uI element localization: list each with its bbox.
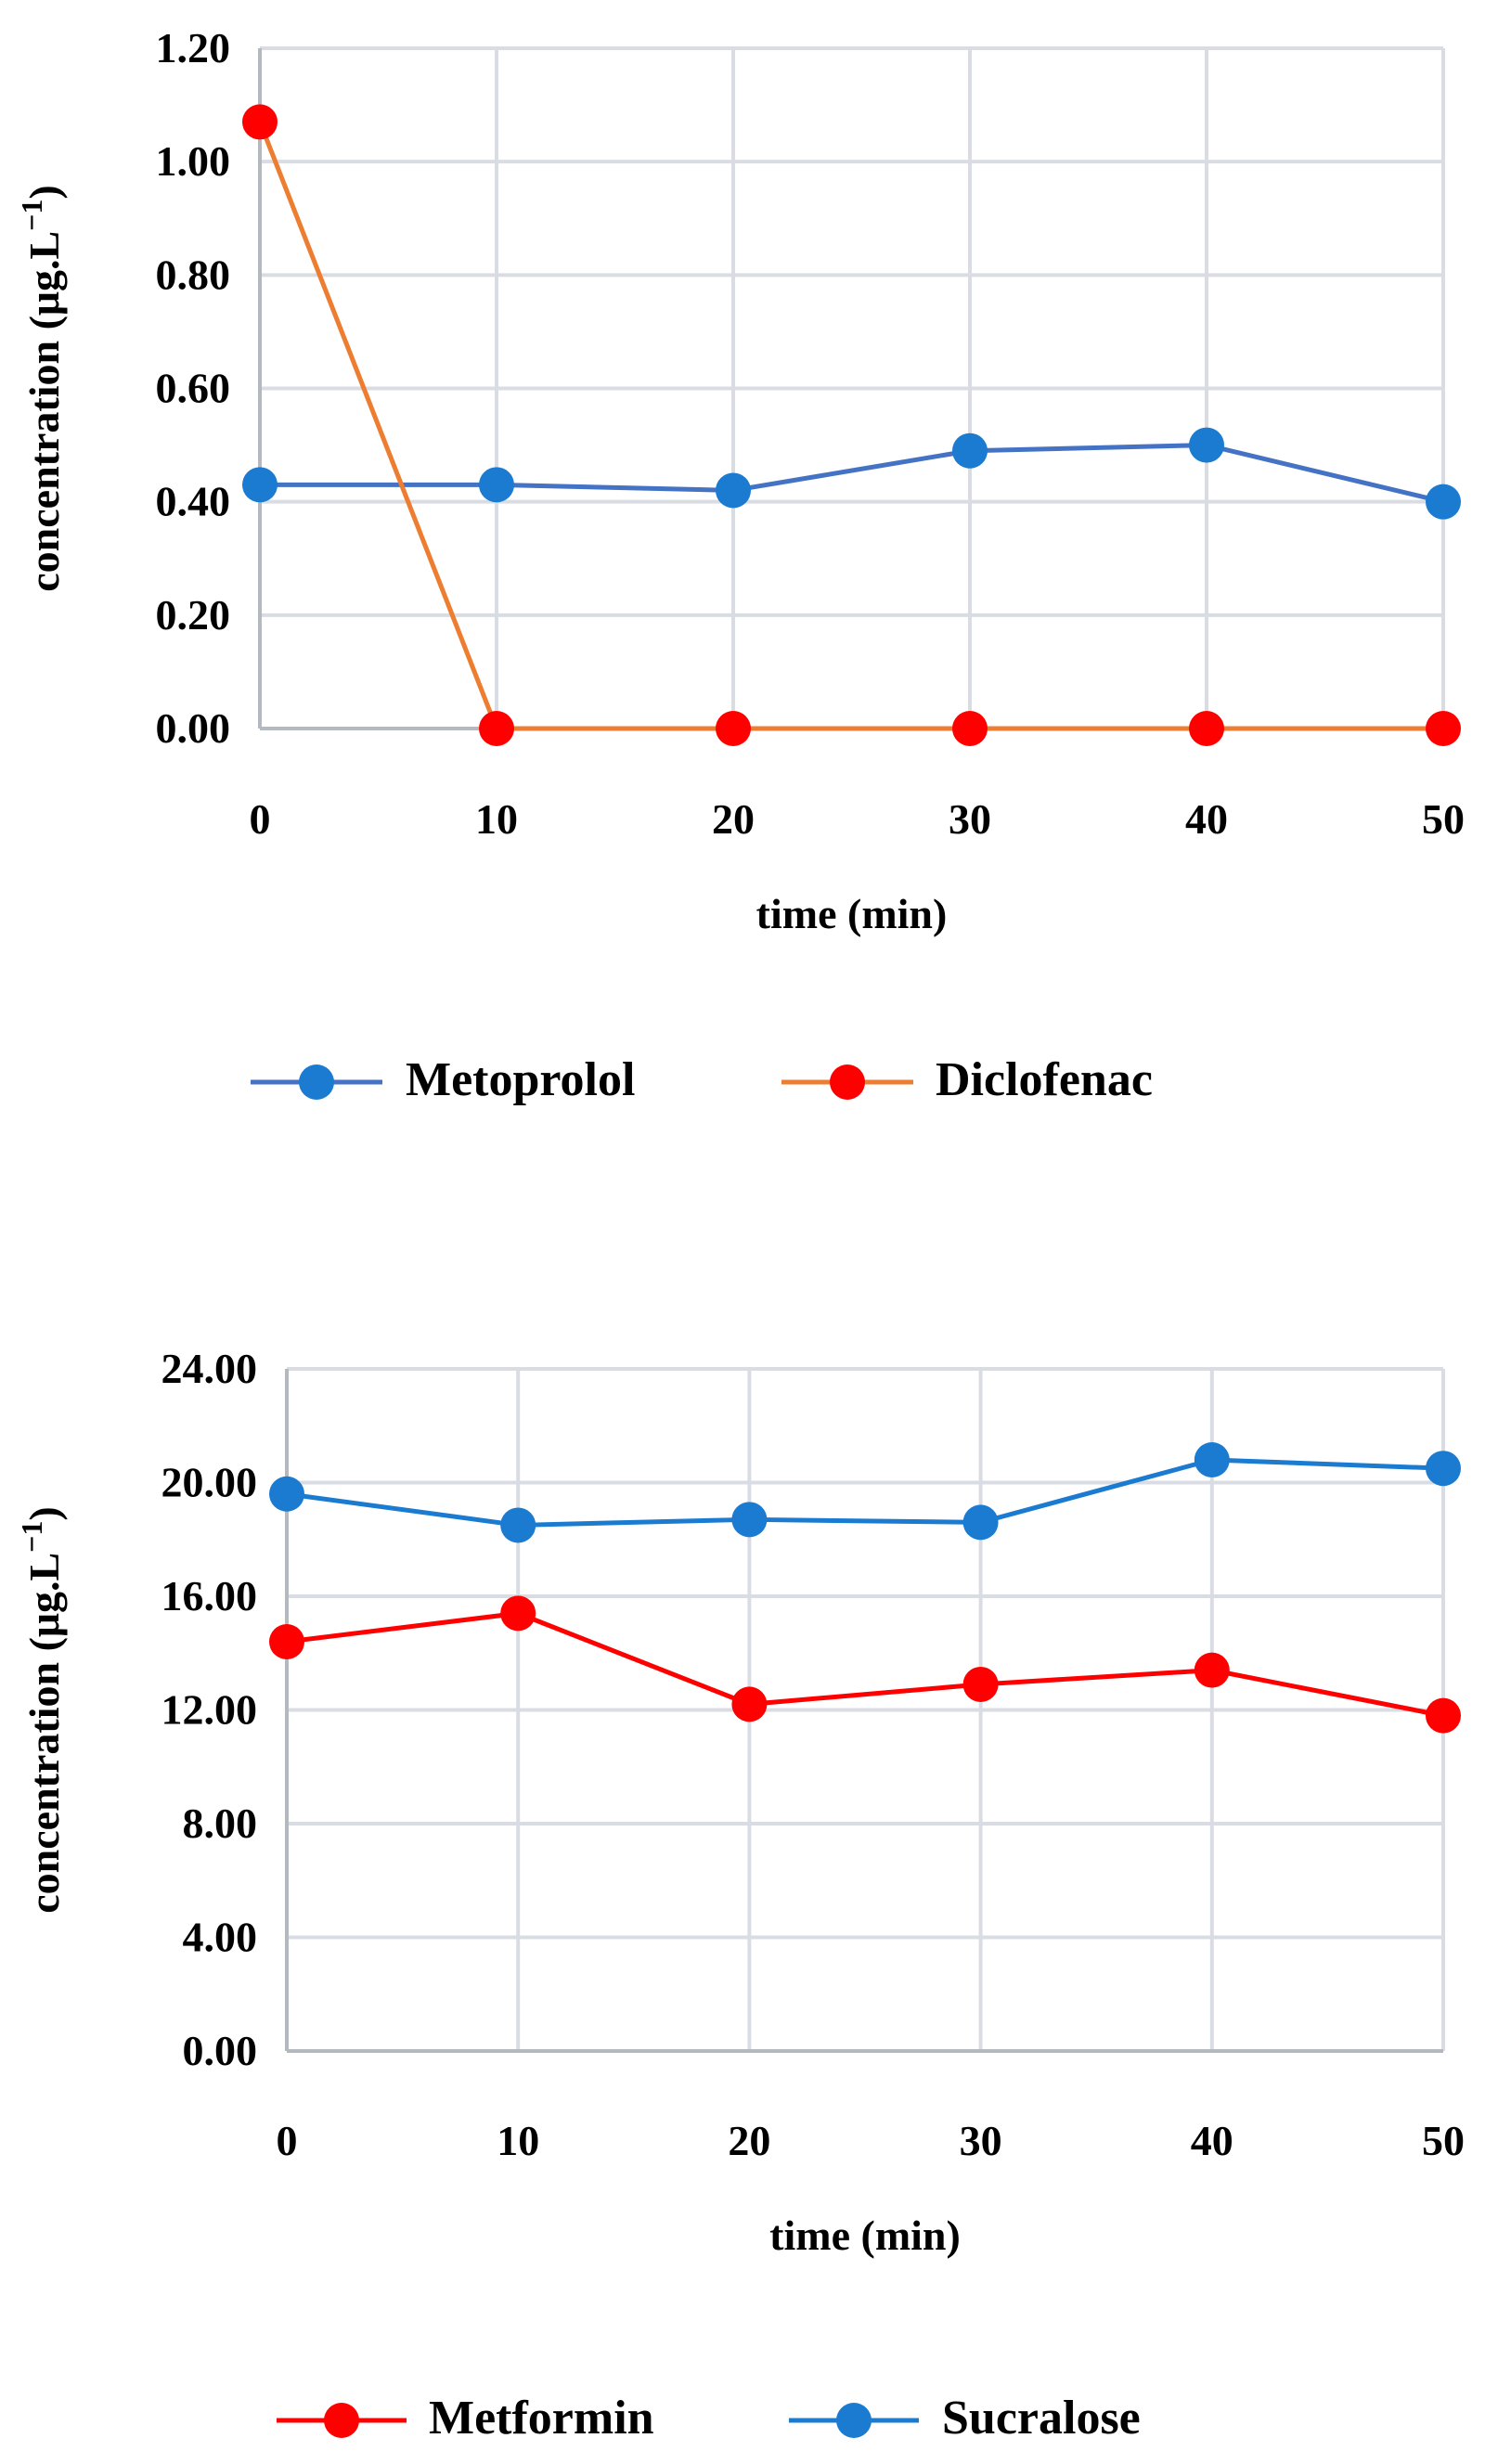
y-tick-label: 0.40 [156,478,231,525]
data-point [962,1504,999,1541]
y-tick-label: 1.20 [156,24,231,71]
y-axis-title: concentration (μg.L−1) [15,1506,68,1913]
data-point [1194,1442,1230,1477]
legend-marker [324,2403,359,2438]
legend-item: Diclofenac [781,1053,1153,1106]
y-tick-label: 0.00 [156,704,231,752]
y-tick-label: 0.60 [156,365,231,412]
x-tick-label: 40 [1191,2117,1233,2164]
x-tick-label: 50 [1422,795,1465,843]
legend: Metformin Sucralose [277,2392,1141,2445]
legend-marker [836,2403,872,2438]
legend-label: Metformin [429,2392,654,2445]
data-point [731,1686,768,1722]
x-tick-label: 0 [250,795,271,843]
x-axis-title: time (min) [756,890,948,937]
data-point [500,1507,536,1543]
series-metoprolol [242,427,1461,520]
data-point [952,432,988,469]
x-axis-title: time (min) [769,2212,961,2259]
chart-metoprolol-diclofenac: 0.00 0.20 0.40 0.60 0.80 1.00 1.20 0 10 20 30 40 50 t… [15,24,1465,1106]
y-tick-label: 0.80 [156,251,231,298]
legend-item: Metoprolol [251,1053,635,1106]
y-tick-label: 0.00 [183,2027,258,2074]
y-axis-title-main: concentration (μg.L [20,231,68,592]
series-sucralose [269,1442,1461,1543]
legend-label: Sucralose [942,2392,1141,2445]
x-tick-label: 10 [497,2117,539,2164]
y-axis-title: concentration (μg.L−1) [15,185,68,591]
y-axis-title-main: concentration (μg.L [20,1553,68,1914]
data-point [269,1624,304,1659]
y-tick-label: 16.00 [161,1572,258,1619]
data-point [1194,1652,1230,1688]
data-point [952,711,988,746]
chart-metformin-sucralose: 0.00 4.00 8.00 12.00 16.00 20.00 24.00 0 10 20 30 4… [15,1345,1465,2445]
series-line [286,1610,1444,1719]
legend-marker [299,1064,334,1100]
x-tick-label: 20 [728,2117,770,2164]
y-tick-label: 8.00 [183,1800,258,1847]
series-diclofenac [242,104,1461,746]
data-point [1189,711,1224,746]
legend-label: Diclofenac [936,1053,1153,1106]
x-tick-label: 20 [712,795,755,843]
data-point [1426,711,1461,746]
data-point [479,467,514,503]
gridlines [287,1367,1445,2051]
data-point [962,1666,999,1702]
y-axis-title-close: ) [20,185,68,199]
x-tick-label: 0 [277,2117,298,2164]
x-tick-label: 30 [960,2117,1002,2164]
gridlines [260,46,1445,729]
data-point [716,711,751,746]
legend: Metoprolol Diclofenac [251,1053,1153,1106]
data-point [500,1595,536,1632]
x-tick-label: 10 [475,795,518,843]
y-tick-label: 12.00 [161,1686,258,1734]
y-axis-title-close: ) [20,1506,68,1520]
series-line [260,443,1444,505]
x-tick-label: 40 [1185,795,1228,843]
series-metformin [269,1595,1461,1734]
data-point [269,1476,304,1512]
data-point [1426,1697,1461,1734]
y-axis-title-superscript: −1 [15,200,48,231]
y-axis-title-superscript: −1 [15,1521,48,1553]
legend-marker [830,1064,865,1100]
y-tick-label: 24.00 [161,1345,258,1392]
legend-label: Metoprolol [406,1053,635,1106]
legend-item: Sucralose [789,2392,1141,2445]
x-tick-label: 50 [1422,2117,1465,2164]
legend-item: Metformin [277,2392,654,2445]
data-point [242,467,278,503]
y-tick-label: 4.00 [183,1914,258,1961]
data-point [1426,1451,1461,1487]
data-point [1189,427,1224,463]
data-point [731,1502,768,1538]
data-point [242,104,278,140]
series-line [257,121,1443,731]
x-tick-label: 30 [949,795,991,843]
y-tick-label: 1.00 [156,137,231,185]
y-tick-label: 20.00 [161,1459,258,1506]
y-tick-label: 0.20 [156,591,231,639]
data-point [1426,484,1461,520]
data-point [716,472,751,509]
data-point [479,711,514,746]
series-line [286,1457,1444,1528]
